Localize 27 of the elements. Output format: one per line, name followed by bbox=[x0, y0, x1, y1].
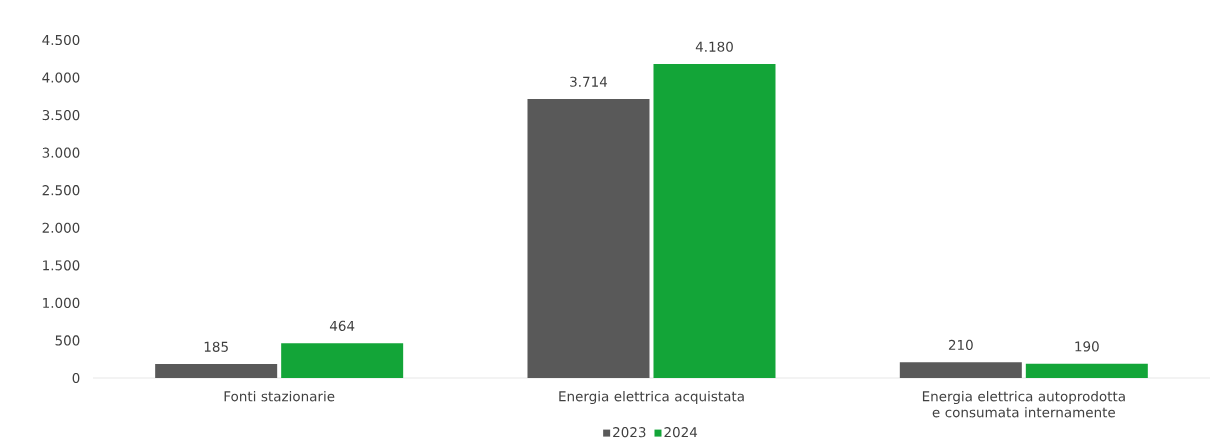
data-label: 4.180 bbox=[695, 41, 733, 52]
y-tick-label: 1.500 bbox=[43, 260, 80, 271]
data-label: 464 bbox=[329, 320, 355, 331]
bar bbox=[527, 99, 650, 378]
data-label: 190 bbox=[1075, 341, 1099, 352]
x-tick-label: Fonti stazionarie bbox=[224, 390, 335, 402]
legend-label: 2024 bbox=[664, 427, 698, 438]
y-tick-label: 4.500 bbox=[42, 34, 80, 46]
data-label: 185 bbox=[204, 341, 228, 352]
x-tick-label: Energia elettrica acquistata bbox=[559, 390, 744, 405]
data-label: 3.714 bbox=[570, 76, 608, 87]
y-tick-label: 2.000 bbox=[42, 222, 80, 233]
y-tick-label: 3.000 bbox=[42, 147, 80, 158]
x-tick-label: Energia elettrica autoprodotta e consumata internamente bbox=[922, 390, 1125, 418]
y-tick-label: 0 bbox=[72, 372, 80, 384]
legend-label: 2023 bbox=[613, 427, 646, 438]
bar bbox=[281, 343, 404, 378]
bar bbox=[899, 362, 1022, 378]
y-tick-label: 2.500 bbox=[42, 185, 80, 196]
y-tick-label: 500 bbox=[55, 335, 80, 346]
y-tick-label: 3.500 bbox=[42, 110, 80, 121]
data-label: 210 bbox=[948, 339, 973, 351]
bar bbox=[155, 364, 278, 378]
y-tick-label: 4.000 bbox=[42, 72, 80, 83]
bar bbox=[1025, 363, 1148, 378]
bar bbox=[653, 64, 776, 378]
y-tick-label: 1.000 bbox=[43, 297, 80, 308]
